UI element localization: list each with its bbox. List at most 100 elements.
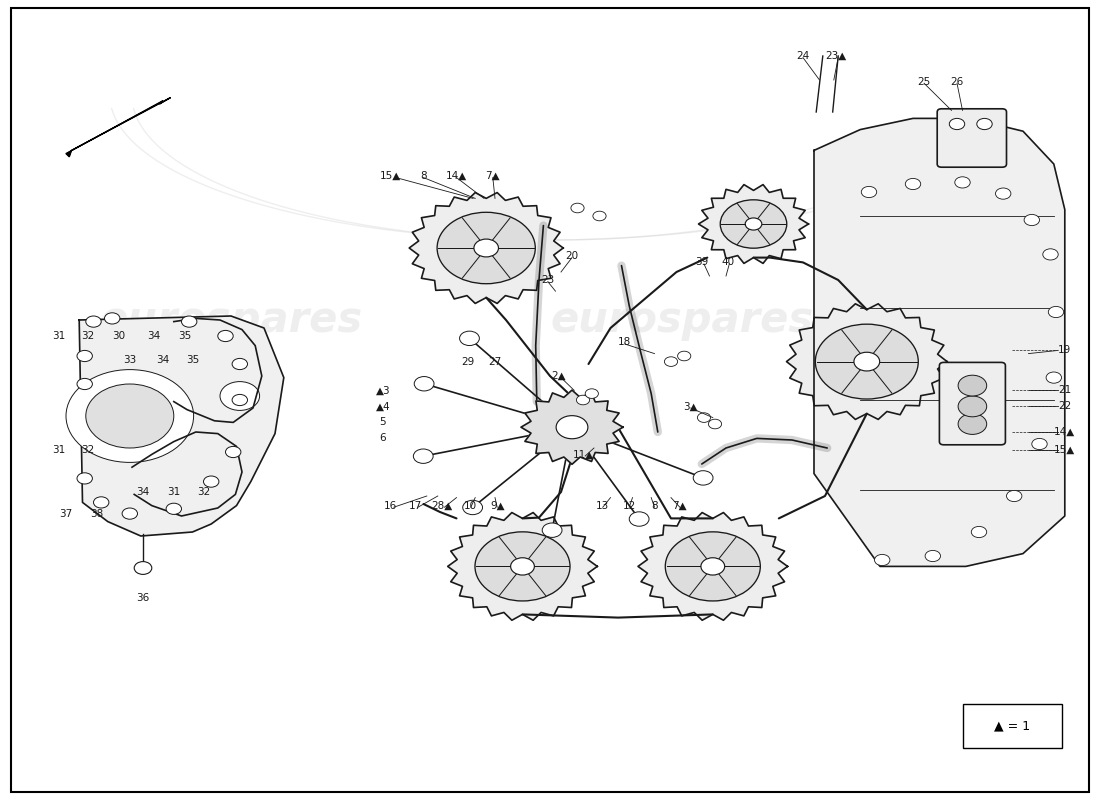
Circle shape [94,497,109,508]
Polygon shape [786,304,947,419]
Circle shape [745,218,762,230]
Text: 2▲: 2▲ [551,371,566,381]
Polygon shape [638,513,788,620]
Text: 26: 26 [950,77,964,86]
Circle shape [104,313,120,324]
Text: 28▲: 28▲ [431,501,453,510]
Text: 9▲: 9▲ [490,501,505,510]
Bar [962,704,1062,748]
Text: 17: 17 [409,501,422,510]
Circle shape [666,532,760,601]
Circle shape [576,395,590,405]
Text: 33: 33 [123,355,136,365]
Circle shape [971,526,987,538]
Circle shape [664,357,678,366]
Text: 27: 27 [488,357,502,366]
Text: 32: 32 [81,445,95,454]
Text: 11▲: 11▲ [572,450,594,459]
Circle shape [861,186,877,198]
Text: ▲3: ▲3 [375,386,390,395]
Text: 31: 31 [52,331,65,341]
Polygon shape [814,118,1065,566]
Circle shape [414,449,433,463]
Text: 29: 29 [461,357,474,366]
Polygon shape [521,390,623,464]
Circle shape [77,378,92,390]
Circle shape [474,239,498,257]
Circle shape [949,118,965,130]
Text: eurospares: eurospares [550,299,814,341]
Circle shape [905,178,921,190]
Text: 3▲: 3▲ [683,402,698,411]
Text: ▲ = 1: ▲ = 1 [994,719,1030,733]
Circle shape [629,512,649,526]
Text: 14▲: 14▲ [1054,427,1076,437]
Polygon shape [448,513,597,620]
Circle shape [708,419,722,429]
Text: 25: 25 [917,77,931,86]
Circle shape [542,523,562,538]
Circle shape [510,558,535,575]
Circle shape [77,350,92,362]
Text: 15▲: 15▲ [1054,445,1076,454]
Circle shape [460,331,480,346]
Polygon shape [66,98,170,157]
Text: 31: 31 [167,487,180,497]
Circle shape [1043,249,1058,260]
Text: 22: 22 [1058,402,1071,411]
Text: 34: 34 [136,487,150,497]
Text: 32: 32 [197,487,210,497]
Polygon shape [79,316,284,536]
Circle shape [86,316,101,327]
Text: 30: 30 [112,331,125,341]
Polygon shape [698,185,808,263]
Text: 24: 24 [796,51,810,61]
Circle shape [232,358,248,370]
Text: 36: 36 [136,594,150,603]
Text: 39: 39 [695,258,708,267]
Circle shape [1046,372,1062,383]
Circle shape [977,118,992,130]
Circle shape [226,446,241,458]
Text: 23: 23 [541,275,554,285]
Circle shape [958,414,987,434]
FancyBboxPatch shape [939,362,1005,445]
Text: 23▲: 23▲ [825,51,847,61]
Circle shape [415,377,434,391]
Text: 21: 21 [1058,386,1071,395]
Circle shape [1024,214,1040,226]
Circle shape [134,562,152,574]
Text: 14▲: 14▲ [446,171,468,181]
Circle shape [66,370,194,462]
Text: 7▲: 7▲ [485,171,501,181]
Circle shape [925,550,940,562]
Polygon shape [409,193,563,303]
Text: 7▲: 7▲ [672,501,688,510]
Circle shape [86,384,174,448]
Text: eurospares: eurospares [99,299,363,341]
Text: ▲4: ▲4 [375,402,390,411]
Text: 6: 6 [379,434,386,443]
Circle shape [955,177,970,188]
Circle shape [166,503,182,514]
Text: 5: 5 [379,418,386,427]
Circle shape [996,188,1011,199]
Text: 13: 13 [596,501,609,510]
Circle shape [815,324,918,399]
Text: 31: 31 [52,445,65,454]
Text: 19: 19 [1058,346,1071,355]
Text: 12: 12 [623,501,636,510]
Circle shape [585,389,598,398]
Circle shape [475,532,570,601]
Text: 37: 37 [59,509,73,518]
Circle shape [701,558,725,575]
Text: 35: 35 [186,355,199,365]
Text: 8: 8 [420,171,427,181]
Circle shape [557,416,587,438]
Text: 34: 34 [156,355,169,365]
Text: 34: 34 [147,331,161,341]
Circle shape [204,476,219,487]
Text: 38: 38 [90,509,103,518]
Circle shape [720,200,786,248]
Text: 32: 32 [81,331,95,341]
